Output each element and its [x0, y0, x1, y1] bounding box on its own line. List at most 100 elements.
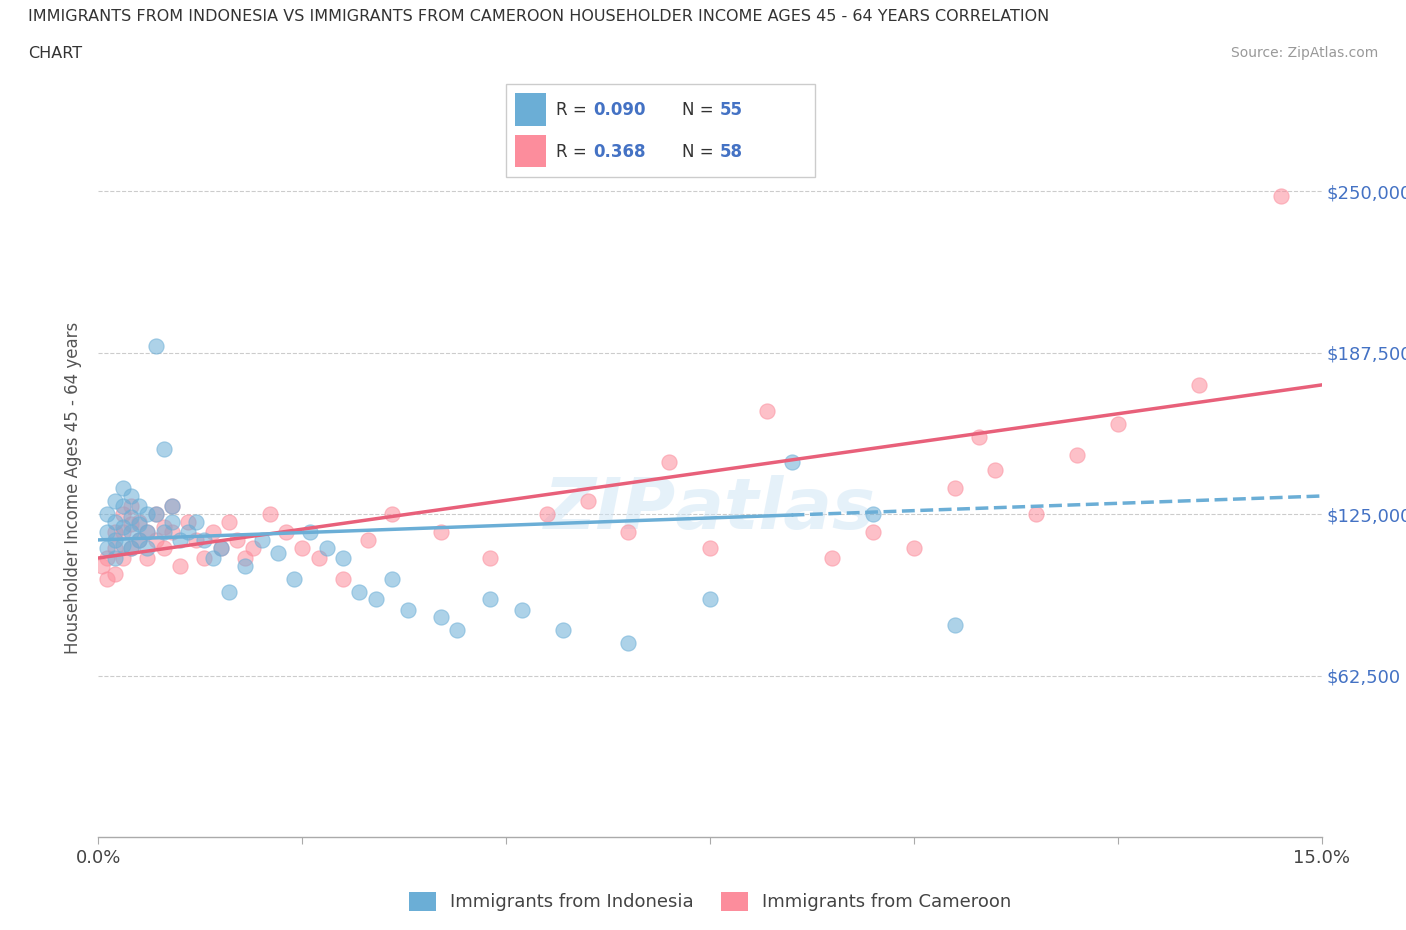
Point: [111, 525, 134, 539]
Point: [96, 540, 118, 555]
Point: [160, 525, 183, 539]
Point: [128, 514, 150, 529]
Text: N =: N =: [682, 142, 720, 161]
Text: R =: R =: [555, 142, 592, 161]
Point: [128, 533, 150, 548]
Point: [169, 558, 191, 573]
Point: [136, 525, 159, 539]
Point: [111, 507, 134, 522]
Point: [756, 404, 779, 418]
Point: [396, 603, 419, 618]
Bar: [516, 135, 547, 167]
Point: [120, 510, 142, 525]
Point: [193, 551, 215, 565]
Point: [1270, 189, 1292, 204]
Point: [1188, 378, 1211, 392]
Point: [226, 533, 249, 548]
Point: [617, 525, 640, 539]
Point: [381, 507, 404, 522]
Point: [446, 623, 468, 638]
Point: [617, 636, 640, 651]
Point: [152, 525, 174, 539]
Point: [104, 540, 127, 555]
Text: CHART: CHART: [28, 46, 82, 61]
Point: [536, 507, 558, 522]
Point: [136, 507, 159, 522]
Point: [128, 533, 150, 548]
Text: R =: R =: [555, 100, 592, 119]
Point: [332, 551, 354, 565]
Text: IMMIGRANTS FROM INDONESIA VS IMMIGRANTS FROM CAMEROON HOUSEHOLDER INCOME AGES 45: IMMIGRANTS FROM INDONESIA VS IMMIGRANTS …: [28, 9, 1049, 24]
Point: [984, 463, 1007, 478]
Point: [145, 507, 167, 522]
Point: [699, 540, 721, 555]
Point: [145, 507, 167, 522]
Point: [862, 507, 884, 522]
Point: [104, 551, 127, 565]
Point: [96, 507, 118, 522]
Point: [186, 533, 208, 548]
Legend: Immigrants from Indonesia, Immigrants from Cameroon: Immigrants from Indonesia, Immigrants fr…: [401, 884, 1019, 919]
Point: [136, 540, 159, 555]
Point: [201, 551, 224, 565]
Text: Source: ZipAtlas.com: Source: ZipAtlas.com: [1230, 46, 1378, 60]
Text: 55: 55: [720, 100, 742, 119]
Point: [218, 514, 240, 529]
Point: [152, 520, 174, 535]
Point: [209, 540, 232, 555]
Point: [478, 591, 501, 606]
Point: [160, 498, 183, 513]
Point: [177, 514, 200, 529]
Point: [120, 525, 142, 539]
Point: [299, 525, 322, 539]
Point: [160, 514, 183, 529]
Point: [104, 514, 127, 529]
Point: [193, 533, 215, 548]
Point: [364, 591, 387, 606]
Point: [120, 540, 142, 555]
Point: [233, 558, 256, 573]
Point: [104, 494, 127, 509]
Point: [201, 525, 224, 539]
Point: [104, 533, 127, 548]
Point: [111, 520, 134, 535]
Point: [120, 488, 142, 503]
Point: [111, 481, 134, 496]
Point: [111, 551, 134, 565]
Text: 0.090: 0.090: [593, 100, 645, 119]
Point: [250, 533, 273, 548]
Point: [111, 538, 134, 552]
Point: [145, 339, 167, 353]
Point: [91, 558, 114, 573]
Point: [233, 551, 256, 565]
Point: [821, 551, 844, 565]
Point: [699, 591, 721, 606]
Point: [308, 551, 330, 565]
Point: [259, 507, 281, 522]
Point: [780, 455, 803, 470]
Text: N =: N =: [682, 100, 720, 119]
Point: [136, 525, 159, 539]
Point: [111, 498, 134, 513]
Point: [967, 429, 990, 444]
Point: [152, 442, 174, 457]
Point: [1066, 447, 1088, 462]
Point: [120, 540, 142, 555]
Y-axis label: Householder Income Ages 45 - 64 years: Householder Income Ages 45 - 64 years: [65, 322, 83, 655]
Point: [349, 584, 371, 599]
Text: 58: 58: [720, 142, 742, 161]
Point: [903, 540, 925, 555]
Point: [104, 566, 127, 581]
Point: [1025, 507, 1047, 522]
Point: [291, 540, 314, 555]
Point: [242, 540, 264, 555]
Point: [430, 610, 453, 625]
Point: [943, 618, 966, 632]
Point: [356, 533, 378, 548]
Point: [274, 525, 297, 539]
Point: [169, 533, 191, 548]
Point: [315, 540, 337, 555]
Point: [1107, 417, 1129, 432]
Point: [576, 494, 599, 509]
Point: [943, 481, 966, 496]
